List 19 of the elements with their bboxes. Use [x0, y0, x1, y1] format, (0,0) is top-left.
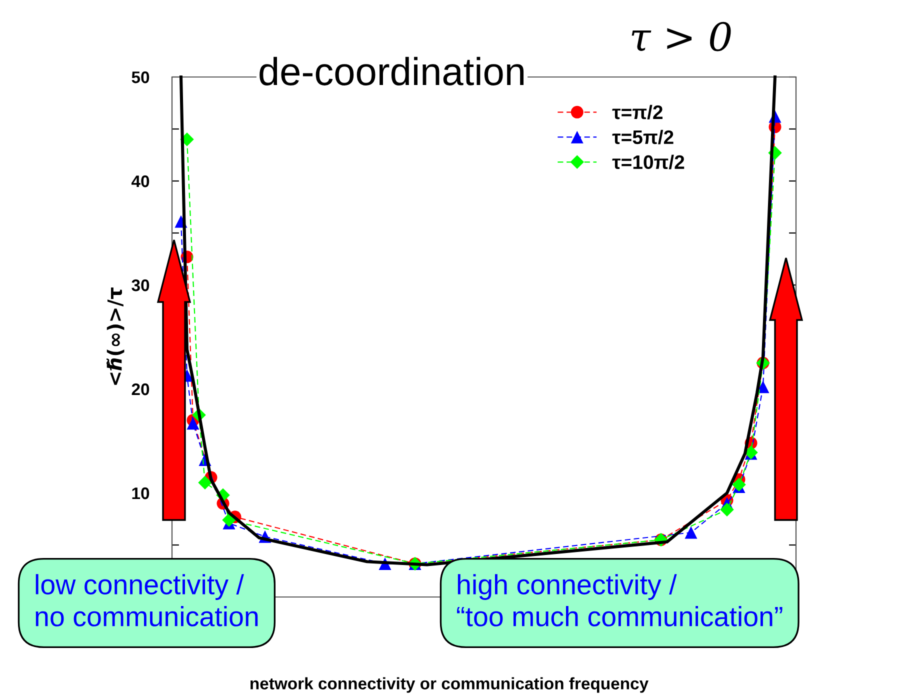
legend-label: τ=π/2	[612, 104, 662, 120]
point	[720, 502, 734, 517]
x-axis-title: network connectivity or communication frequency	[250, 677, 648, 693]
annotation: high connectivity / “too much communication”	[457, 574, 782, 626]
y-axis-title: <ℏ̃(∞)>/τ	[106, 288, 124, 385]
y-tick-label: 40	[131, 175, 150, 188]
point	[186, 417, 200, 430]
point	[684, 526, 698, 539]
y-tick-label: 20	[132, 383, 150, 396]
text: τ > 0	[632, 22, 731, 52]
legend-label: τ=10π/2	[612, 154, 684, 170]
y-tick-label: 50	[132, 71, 150, 84]
point	[198, 476, 212, 490]
annotation: de-coordination	[260, 56, 524, 86]
y-tick-label: 30	[132, 279, 150, 292]
legend-label: τ=5π/2	[612, 130, 674, 144]
point	[732, 478, 746, 492]
annotation: low connectivity / no communication	[36, 574, 258, 626]
y-tick-label: 10	[132, 487, 150, 500]
